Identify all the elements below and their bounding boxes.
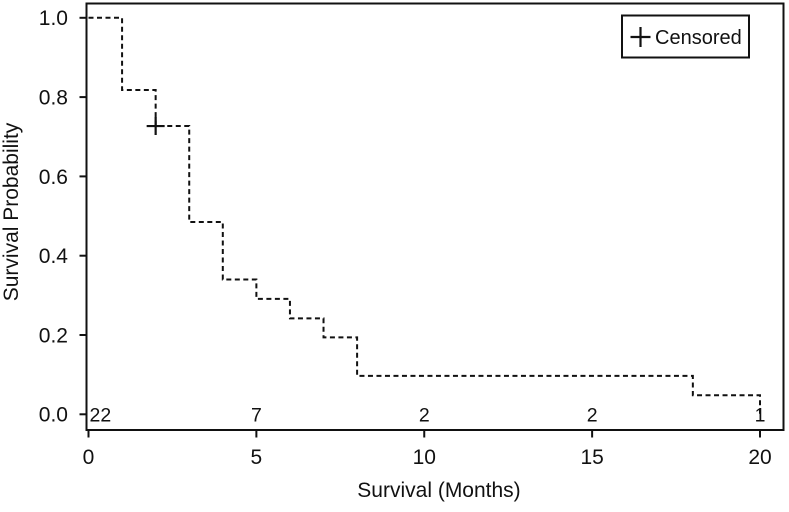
- at-risk-count: 2: [419, 405, 430, 427]
- y-tick-label: 1.0: [39, 7, 68, 30]
- at-risk-count: 7: [251, 405, 262, 427]
- censored-plus-icon: [630, 27, 651, 47]
- x-tick-label: 15: [580, 446, 603, 469]
- censored-marker: [146, 117, 165, 136]
- at-risk-count: 22: [90, 405, 112, 427]
- y-tick-label: 0.2: [39, 324, 68, 347]
- y-axis-ticks: 0.0 0.2 0.4 0.6 0.8 1.0: [39, 7, 87, 427]
- y-tick-label: 0.8: [39, 86, 68, 109]
- y-tick-label: 0.6: [39, 166, 68, 189]
- y-axis-label: Survival Probability: [0, 122, 23, 301]
- x-tick-label: 10: [413, 446, 436, 469]
- x-tick-label: 20: [748, 446, 771, 469]
- censored-markers: [146, 117, 165, 136]
- at-risk-counts: 22 7 2 2 1: [90, 405, 766, 427]
- x-tick-label: 0: [83, 446, 95, 469]
- legend: Censored: [621, 14, 750, 59]
- x-axis-label: Survival (Months): [357, 479, 520, 502]
- y-tick-label: 0.4: [39, 245, 69, 268]
- legend-label: Censored: [655, 27, 742, 49]
- survival-curve-group: [88, 16, 761, 415]
- survival-curve: [88, 16, 761, 415]
- y-tick-label: 0.0: [39, 404, 68, 427]
- x-axis-ticks: 0 5 10 15 20: [83, 430, 772, 469]
- at-risk-count: 2: [587, 405, 598, 427]
- plot-frame: [85, 2, 785, 431]
- at-risk-count: 1: [755, 405, 766, 427]
- x-tick-label: 5: [251, 446, 263, 469]
